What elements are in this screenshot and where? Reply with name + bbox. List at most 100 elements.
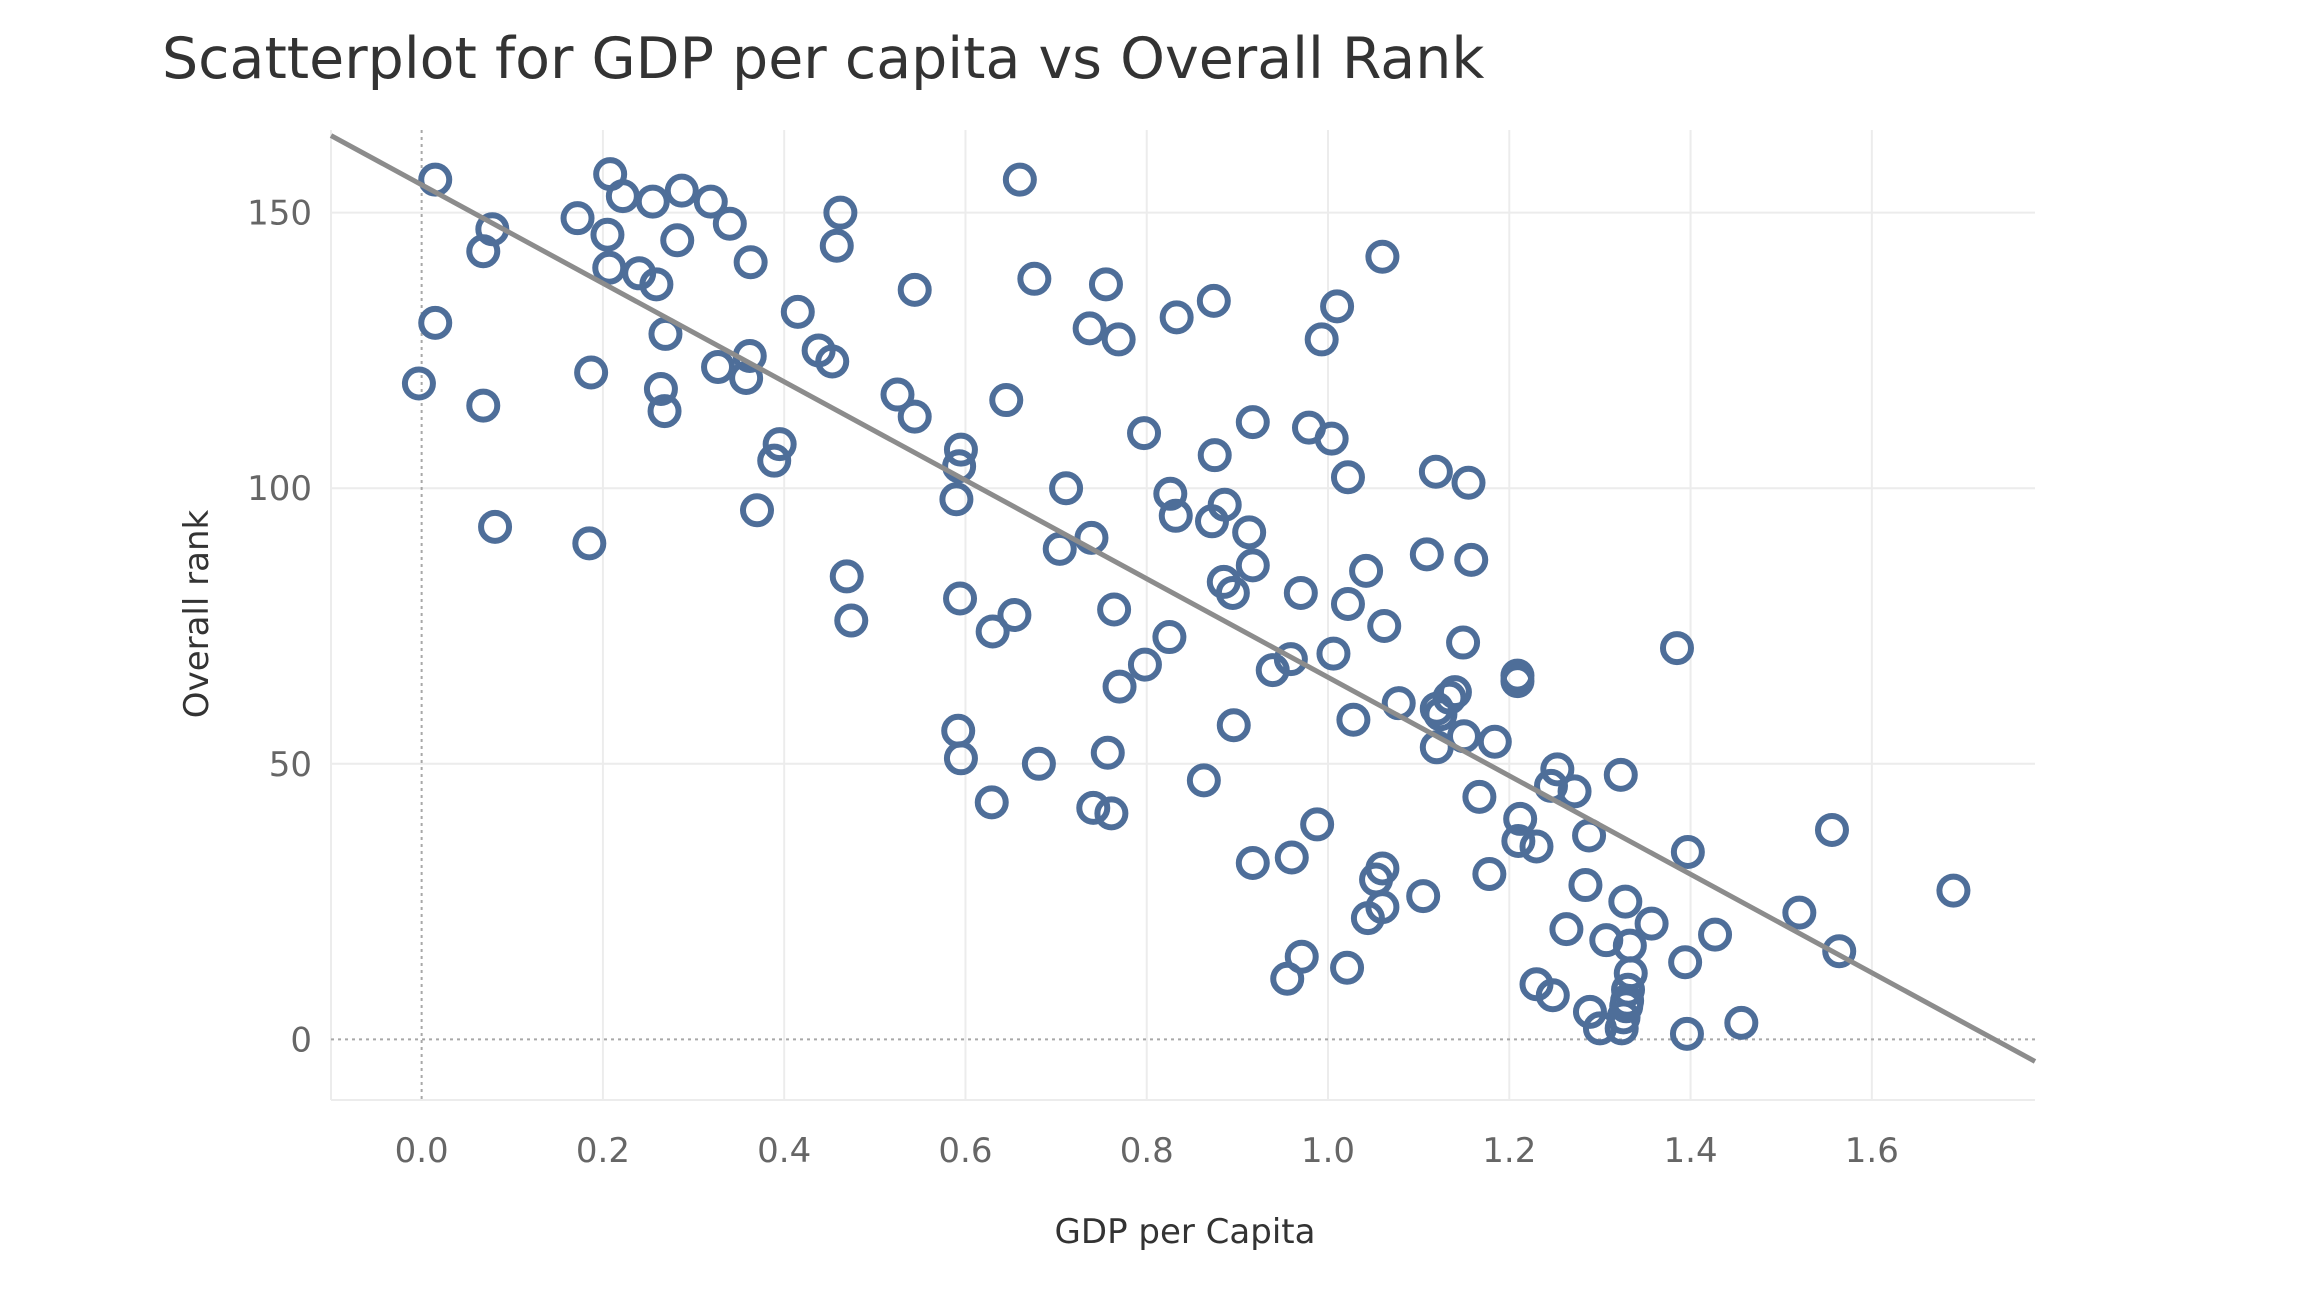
data-point [1088,267,1123,302]
data-point [478,509,513,544]
data-points [401,157,1971,1051]
x-tick-label: 0.2 [576,1131,630,1171]
data-point [1002,162,1037,197]
data-point [1320,289,1355,324]
data-point [1076,790,1111,825]
x-tick-label: 1.2 [1482,1131,1536,1171]
data-point [401,366,436,401]
x-tick-label: 0.6 [938,1131,992,1171]
data-point [1094,796,1129,831]
data-point [1300,807,1335,842]
data-point [572,526,607,561]
data-point [729,361,764,396]
zero-lines [331,130,2035,1100]
data-point [1604,1011,1639,1046]
data-point [1659,631,1694,666]
x-axis-label: GDP per Capita [1055,1212,1316,1252]
data-point [880,377,915,412]
data-point [1451,465,1486,500]
data-point [1535,978,1570,1013]
trend-line [329,133,2037,1064]
data-point [1127,416,1162,451]
data-point [1936,873,1971,908]
data-point [815,344,850,379]
data-point [466,234,501,269]
y-tick-label: 50 [269,745,312,785]
data-point [1822,934,1857,969]
y-axis-ticks: 0 50 100 150 [247,194,312,1061]
data-point [1454,542,1489,577]
data-point [939,482,974,517]
data-point [1540,752,1575,787]
data-point [757,443,792,478]
data-point [1216,708,1251,743]
data-point [1477,724,1512,759]
data-point [1349,553,1384,588]
data-point [1153,476,1188,511]
data-point [1127,647,1162,682]
gridlines [330,130,2035,1101]
data-point [829,559,864,594]
data-point [997,598,1032,632]
data-point [418,305,453,340]
data-point [1582,1011,1617,1046]
data-point [1314,421,1349,456]
data-point [1418,454,1453,489]
data-point [1215,575,1250,610]
data-point [1090,735,1125,770]
data-point [943,432,978,467]
data-point [1501,823,1536,858]
data-point [1572,994,1607,1029]
data-point [1074,520,1109,555]
data-point [1283,575,1318,610]
data-point [943,741,978,776]
data-point [1316,636,1351,671]
data-point [1235,405,1270,440]
data-point [664,173,699,208]
data-point [1549,912,1584,947]
data-point [1419,730,1454,765]
data-point [1669,1016,1704,1051]
data-point [693,184,728,219]
x-tick-label: 0.4 [757,1131,811,1171]
data-point [1782,895,1817,930]
data-point [1186,763,1221,798]
data-point [605,179,640,214]
data-point [635,184,670,219]
data-point [733,245,768,280]
data-point [1423,697,1458,732]
y-tick-label: 150 [247,194,312,234]
data-point [1472,857,1507,892]
data-point [712,206,747,241]
data-point [1274,840,1309,875]
data-point [660,223,695,258]
data-point [897,272,932,307]
data-point [1235,846,1270,881]
chart-title: Scatterplot for GDP per capita vs Overal… [162,26,1484,92]
x-tick-label: 1.6 [1845,1131,1899,1171]
data-point [1330,950,1365,985]
data-point [1101,322,1136,357]
data-point [1049,471,1084,506]
data-point [1503,801,1538,836]
data-point [1814,812,1849,847]
data-point [823,195,858,230]
data-point [1232,515,1267,550]
data-point [1350,901,1385,936]
data-point [1446,625,1481,660]
data-point [1042,531,1077,566]
data-point [1017,261,1052,296]
data-point [1152,620,1187,655]
data-point [590,217,625,252]
data-point [1500,664,1535,699]
x-tick-label: 0.8 [1120,1131,1174,1171]
data-point [1304,322,1339,357]
data-point [941,713,976,748]
data-point [574,355,609,390]
data-point [1367,609,1402,644]
data-point [643,372,678,407]
data-point [1235,548,1270,583]
data-point [1698,917,1733,952]
data-point [1519,829,1554,864]
